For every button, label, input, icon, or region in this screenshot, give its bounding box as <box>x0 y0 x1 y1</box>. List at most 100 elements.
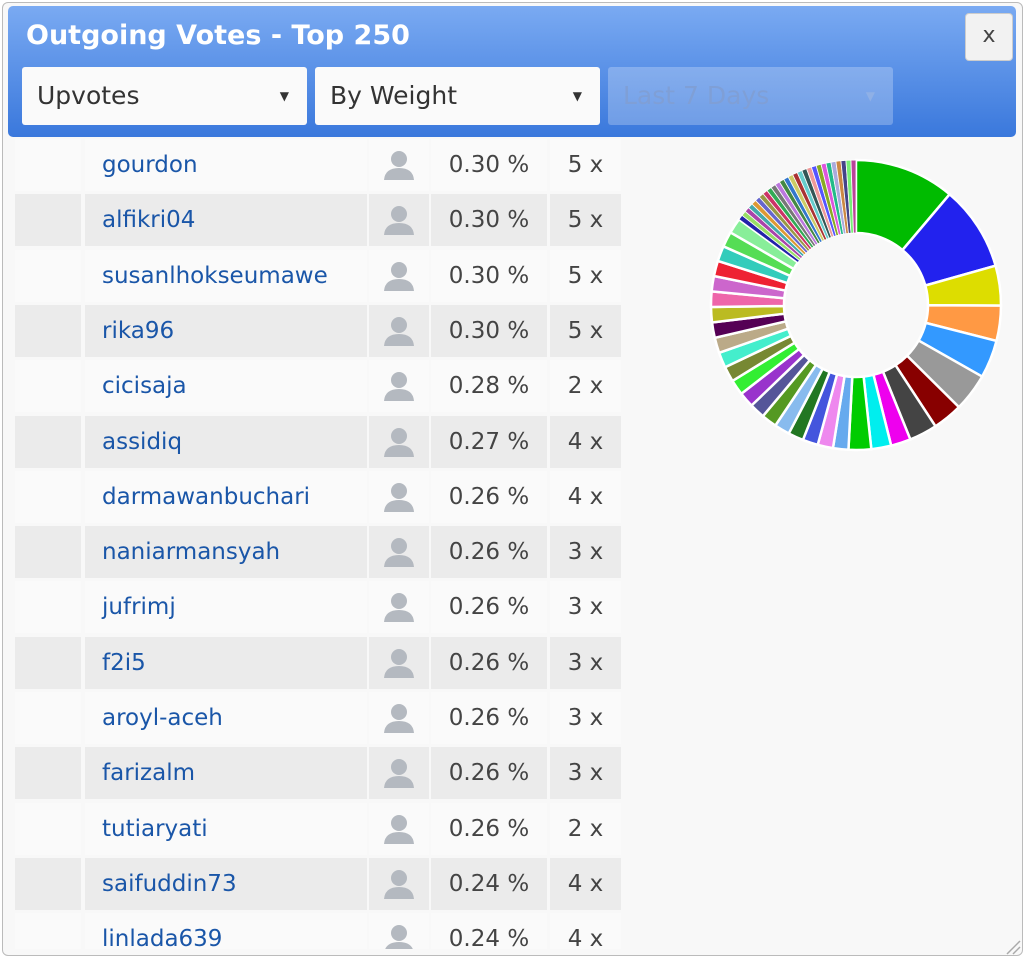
donut-slice <box>747 203 805 258</box>
rank-cell <box>15 194 81 247</box>
rank-cell <box>15 581 81 634</box>
table-row: susanlhokseumawe 0.30 % 5 x <box>15 249 621 302</box>
arrow: ▼ <box>279 89 289 103</box>
avatar-icon <box>384 206 414 236</box>
avatar-cell <box>369 415 429 468</box>
resize-grip <box>1006 940 1021 955</box>
user-link[interactable]: gourdon <box>85 139 367 191</box>
table-row: tutiaryati 0.26 % 2 x <box>15 802 621 855</box>
table-row: alfikri04 0.30 % 5 x <box>15 194 621 247</box>
avatar-icon <box>384 593 414 623</box>
avatar-cell <box>369 139 429 191</box>
count-cell: 4 x <box>550 415 621 468</box>
avatar-cell <box>369 857 429 910</box>
rank-cell <box>15 139 81 191</box>
user-link[interactable]: assidiq <box>85 415 367 468</box>
donut-slice <box>762 189 813 251</box>
donut-slice <box>738 214 800 264</box>
donut-slice <box>770 184 817 248</box>
period-select: Last 7 Days ▼ <box>608 67 893 125</box>
donut-slice <box>796 169 830 240</box>
donut-slice <box>905 338 984 409</box>
donut-slice <box>850 159 857 234</box>
user-link[interactable]: susanlhokseumawe <box>85 249 367 302</box>
avatar-icon <box>384 151 414 180</box>
weight-cell: 0.24 % <box>431 913 547 949</box>
user-link[interactable]: alfikri04 <box>85 194 367 247</box>
donut-slice <box>871 370 912 448</box>
avatar-icon <box>384 704 414 733</box>
weight-cell: 0.26 % <box>431 692 547 744</box>
user-link[interactable]: jufrimj <box>85 581 367 634</box>
table-row: f2i5 0.26 % 3 x <box>15 636 621 689</box>
donut-slice <box>924 304 1003 343</box>
donut-slice <box>854 158 952 252</box>
avatar-cell <box>369 802 429 855</box>
user-link[interactable]: linlada639 <box>85 913 367 949</box>
user-link[interactable]: f2i5 <box>85 636 367 689</box>
donut-slice <box>758 193 811 252</box>
user-link[interactable]: naniarmansyah <box>85 526 367 579</box>
table-row: cicisaja 0.28 % 2 x <box>15 360 621 413</box>
table-row: linlada639 0.24 % 4 x <box>15 913 621 949</box>
donut-slice <box>739 347 806 408</box>
select-value: Upvotes <box>37 81 140 110</box>
sort-select[interactable]: By Weight ▼ <box>315 67 600 125</box>
user-link[interactable]: rika96 <box>85 304 367 357</box>
avatar-icon <box>384 759 414 789</box>
donut-slice <box>710 312 788 340</box>
table-row: saifuddin73 0.24 % 4 x <box>15 857 621 910</box>
weight-cell: 0.30 % <box>431 304 547 357</box>
donut-slice <box>923 264 1003 307</box>
donut-slice <box>845 159 854 234</box>
count-cell: 5 x <box>550 139 621 191</box>
donut-slice <box>723 334 797 383</box>
user-link[interactable]: cicisaja <box>85 360 367 413</box>
donut-slice <box>749 353 812 418</box>
donut-slice <box>754 196 809 254</box>
user-link[interactable]: saifuddin73 <box>85 857 367 910</box>
avatar-icon <box>384 316 414 346</box>
user-link[interactable]: darmawanbuchari <box>85 470 367 523</box>
donut-slice <box>761 358 818 428</box>
donut-slice <box>881 363 938 442</box>
donut-slice <box>825 161 845 236</box>
avatar-cell <box>369 747 429 800</box>
arrow: ▼ <box>865 89 875 103</box>
donut-slice <box>792 171 828 241</box>
weight-cell: 0.30 % <box>431 194 547 247</box>
donut-slice <box>816 372 846 450</box>
votes-table: gourdon 0.30 % 5 x alfikri04 0.30 % 5 x susanl… <box>15 139 623 949</box>
table-row: naniarmansyah 0.26 % 3 x <box>15 526 621 579</box>
count-cell: 2 x <box>550 802 621 855</box>
avatar-cell <box>369 470 429 523</box>
donut-slice <box>783 176 823 244</box>
rank-cell <box>15 249 81 302</box>
weight-cell: 0.28 % <box>431 360 547 413</box>
donut-slice <box>900 192 998 288</box>
donut-slice <box>716 244 792 285</box>
close-button[interactable]: x <box>965 13 1013 61</box>
rank-cell <box>15 415 81 468</box>
rank-cell <box>15 802 81 855</box>
donut-slice <box>774 181 819 246</box>
donut-slice <box>717 327 793 369</box>
donut-slice <box>709 304 786 324</box>
count-cell: 2 x <box>550 360 621 413</box>
donut-slice <box>710 274 787 300</box>
donut-slice <box>830 160 847 235</box>
rank-cell <box>15 747 81 800</box>
rank-cell <box>15 360 81 413</box>
donut-slice <box>712 259 789 293</box>
user-link[interactable]: tutiaryati <box>85 802 367 855</box>
avatar-icon <box>384 538 414 568</box>
vote-type-select[interactable]: Upvotes ▼ <box>22 67 307 125</box>
rank-cell <box>15 636 81 689</box>
count-cell: 4 x <box>550 470 621 523</box>
donut-slice <box>810 165 837 238</box>
table-row: farizalm 0.26 % 3 x <box>15 747 621 800</box>
donut-slice <box>840 159 852 234</box>
user-link[interactable]: farizalm <box>85 747 367 800</box>
user-link[interactable]: aroyl-aceh <box>85 692 367 744</box>
table-row: rika96 0.30 % 5 x <box>15 304 621 357</box>
